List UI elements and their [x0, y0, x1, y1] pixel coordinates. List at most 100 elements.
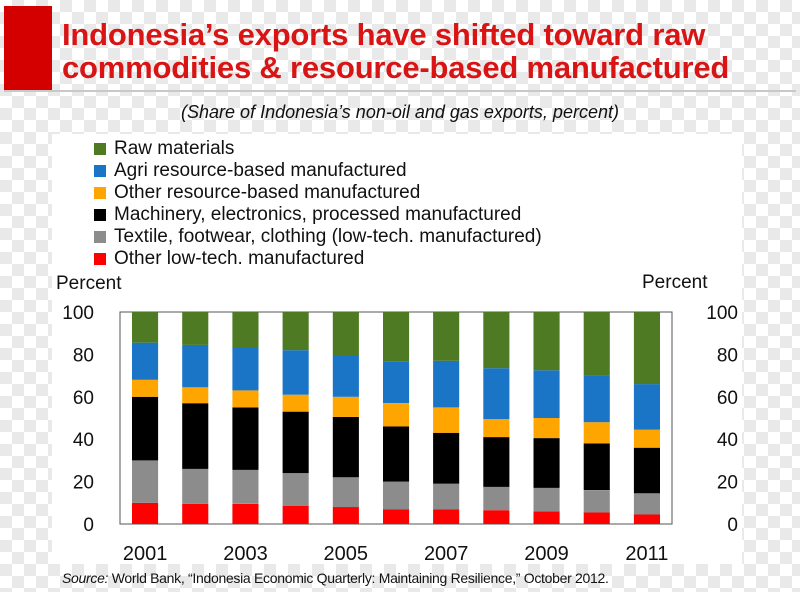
bar-segment-2002-other-resource-based-manufactured [182, 387, 209, 404]
bar-segment-2008-raw-materials [483, 312, 510, 369]
bar-segment-2005-raw-materials [332, 312, 359, 356]
y-tick-label-right: 60 [717, 388, 738, 409]
legend-label: Other low-tech. manufactured [114, 248, 365, 269]
chart-legend: Raw materials Agri resource-based manufac… [94, 138, 542, 270]
title-accent-bar [4, 6, 52, 90]
bar-segment-2006-raw-materials [383, 312, 410, 362]
y-tick-label-left: 40 [73, 430, 94, 451]
y-tick-label-left: 80 [73, 345, 94, 366]
legend-label: Machinery, electronics, processed manufa… [114, 204, 522, 225]
bar-segment-2002-raw-materials [182, 312, 209, 345]
legend-swatch [94, 231, 106, 243]
legend-swatch [94, 165, 106, 177]
legend-item-textile-footwear-clothing-low-tech-manufactured: Textile, footwear, clothing (low-tech. m… [94, 226, 542, 248]
bar-segment-2004-textile-footwear-clothing-low-tech-manufactured [282, 473, 309, 506]
page-title: Indonesia’s exports have shifted toward … [62, 17, 730, 85]
legend-swatch [94, 253, 106, 265]
y-tick-label-right: 100 [706, 303, 738, 324]
bar-segment-2011-machinery-electronics-processed-manufactured [633, 447, 660, 494]
bar-segment-2007-textile-footwear-clothing-low-tech-manufactured [433, 483, 460, 510]
y-tick-label-right: 20 [717, 473, 738, 494]
bar-segment-2001-other-resource-based-manufactured [132, 379, 159, 397]
bar-segment-2009-raw-materials [533, 312, 560, 371]
bar-segment-2002-agri-resource-based-manufactured [182, 344, 209, 388]
bar-segment-2011-textile-footwear-clothing-low-tech-manufactured [633, 493, 660, 515]
bar-segment-2005-textile-footwear-clothing-low-tech-manufactured [332, 477, 359, 508]
bar-segment-2008-other-low-tech-manufactured [483, 510, 510, 524]
legend-swatch [94, 143, 106, 155]
bar-segment-2006-agri-resource-based-manufactured [383, 361, 410, 404]
bar-segment-2003-other-resource-based-manufactured [232, 390, 259, 408]
bar-segment-2003-raw-materials [232, 312, 259, 348]
title-divider [4, 90, 796, 92]
y-tick-label-left: 0 [83, 515, 94, 536]
legend-swatch [94, 187, 106, 199]
bar-segment-2011-other-low-tech-manufactured [633, 514, 660, 524]
bar-segment-2010-other-low-tech-manufactured [583, 512, 610, 524]
bar-segment-2002-textile-footwear-clothing-low-tech-manufactured [182, 468, 209, 504]
bar-segment-2001-textile-footwear-clothing-low-tech-manufactured [132, 460, 159, 503]
source-label: Source: [62, 570, 109, 586]
x-tick-label: 2001 [123, 543, 168, 565]
x-tick-label: 2003 [223, 543, 268, 565]
bar-segment-2006-machinery-electronics-processed-manufactured [383, 426, 410, 482]
bar-segment-2007-agri-resource-based-manufactured [433, 360, 460, 408]
x-tick-label: 2005 [324, 543, 369, 565]
bar-segment-2009-machinery-electronics-processed-manufactured [533, 438, 560, 488]
bar-segment-2004-machinery-electronics-processed-manufactured [282, 411, 309, 474]
bar-segment-2009-agri-resource-based-manufactured [533, 370, 560, 418]
bar-segment-2005-agri-resource-based-manufactured [332, 355, 359, 397]
left-y-axis-label: Percent [56, 273, 122, 294]
x-tick-label: 2007 [424, 543, 469, 565]
bar-segment-2009-other-low-tech-manufactured [533, 511, 560, 524]
bar-segment-2002-other-low-tech-manufactured [182, 503, 209, 524]
bar-segment-2007-other-resource-based-manufactured [433, 407, 460, 433]
bar-segment-2003-agri-resource-based-manufactured [232, 348, 259, 391]
bar-segment-2008-textile-footwear-clothing-low-tech-manufactured [483, 486, 510, 511]
bar-segment-2006-other-low-tech-manufactured [383, 509, 410, 524]
bar-segment-2009-other-resource-based-manufactured [533, 418, 560, 439]
y-tick-label-right: 40 [717, 430, 738, 451]
y-tick-label-right: 0 [727, 515, 738, 536]
y-tick-label-right: 80 [717, 345, 738, 366]
bar-segment-2003-textile-footwear-clothing-low-tech-manufactured [232, 469, 259, 504]
bar-segment-2004-other-low-tech-manufactured [282, 506, 309, 524]
legend-item-raw-materials: Raw materials [94, 138, 542, 160]
y-tick-label-left: 60 [73, 388, 94, 409]
bar-segment-2010-other-resource-based-manufactured [583, 422, 610, 444]
bar-segment-2002-machinery-electronics-processed-manufactured [182, 403, 209, 469]
bar-segment-2001-machinery-electronics-processed-manufactured [132, 396, 159, 461]
legend-label: Other resource-based manufactured [114, 182, 421, 203]
bar-segment-2008-other-resource-based-manufactured [483, 419, 510, 438]
bar-segment-2007-machinery-electronics-processed-manufactured [433, 432, 460, 484]
legend-item-agri-resource-based-manufactured: Agri resource-based manufactured [94, 160, 542, 182]
bar-segment-2004-other-resource-based-manufactured [282, 394, 309, 412]
bar-segment-2008-agri-resource-based-manufactured [483, 368, 510, 420]
bar-segment-2006-textile-footwear-clothing-low-tech-manufactured [383, 481, 410, 510]
bar-segment-2004-agri-resource-based-manufactured [282, 350, 309, 395]
bar-segment-2004-raw-materials [282, 312, 309, 351]
x-tick-label: 2009 [524, 543, 569, 565]
bar-segment-2003-other-low-tech-manufactured [232, 503, 259, 524]
source-note: Source: World Bank, “Indonesia Economic … [62, 570, 609, 586]
bar-segment-2006-other-resource-based-manufactured [383, 403, 410, 427]
bar-segment-2007-other-low-tech-manufactured [433, 509, 460, 524]
bar-segment-2009-textile-footwear-clothing-low-tech-manufactured [533, 488, 560, 512]
bar-segment-2011-raw-materials [633, 312, 660, 385]
legend-item-other-low-tech-manufactured: Other low-tech. manufactured [94, 248, 542, 270]
bar-segment-2005-other-resource-based-manufactured [332, 396, 359, 417]
bar-segment-2011-agri-resource-based-manufactured [633, 384, 660, 430]
legend-label: Textile, footwear, clothing (low-tech. m… [114, 226, 542, 247]
bar-segment-2001-other-low-tech-manufactured [132, 502, 159, 524]
legend-label: Raw materials [114, 138, 235, 159]
source-text: World Bank, “Indonesia Economic Quarterl… [111, 570, 609, 586]
bar-segment-2010-raw-materials [583, 312, 610, 376]
bar-segment-2001-agri-resource-based-manufactured [132, 342, 159, 380]
bar-segment-2005-machinery-electronics-processed-manufactured [332, 416, 359, 478]
x-tick-label: 2011 [625, 543, 668, 565]
bar-segment-2010-agri-resource-based-manufactured [583, 375, 610, 423]
bar-segment-2010-machinery-electronics-processed-manufactured [583, 443, 610, 490]
right-y-axis-label: Percent [642, 272, 708, 293]
bar-segment-2008-machinery-electronics-processed-manufactured [483, 437, 510, 487]
